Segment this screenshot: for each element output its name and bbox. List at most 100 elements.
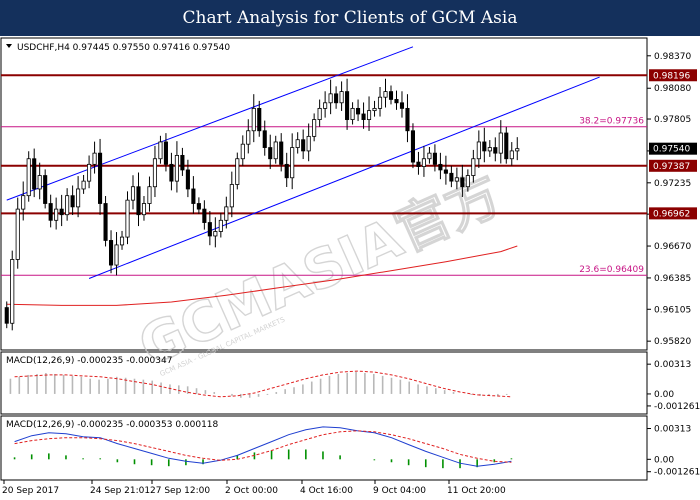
candle-up	[372, 107, 377, 112]
candle-up	[273, 141, 278, 160]
resistance-price-badge	[649, 69, 697, 82]
candle-up	[328, 93, 333, 104]
candle-down	[438, 163, 443, 171]
candle-down	[207, 222, 212, 237]
candle-down	[301, 139, 306, 152]
candle-down	[388, 91, 394, 100]
price-tick-label: 0.95820	[654, 337, 691, 347]
candle-up	[312, 119, 317, 137]
candle-up	[130, 186, 136, 201]
fibonacci-label: 23.6=0.96409	[579, 265, 644, 275]
candle-up	[218, 219, 223, 232]
candle-down	[405, 107, 410, 132]
chart-canvas: GCMASIA官方 GCM ASIA - GLOBAL CAPITAL MARK…	[0, 37, 700, 496]
time-tick-label: 24 Sep 21:01	[90, 486, 150, 496]
candle-down	[356, 107, 361, 115]
candle-down	[103, 203, 108, 241]
candle-down	[4, 307, 9, 324]
resistance-price-badge	[649, 159, 697, 172]
price-tick-label: 0.96105	[654, 305, 691, 315]
candle-down	[191, 188, 196, 204]
candle-up	[125, 199, 130, 238]
resistance-price-label: 0.98196	[653, 71, 690, 81]
price-tick-label: 0.96670	[654, 242, 691, 252]
resistance-price-label: 0.97387	[653, 162, 690, 172]
candle-up	[213, 231, 218, 237]
candle-down	[262, 130, 267, 148]
price-tick-label: 0.97235	[654, 179, 691, 189]
candle-down	[410, 130, 416, 163]
axes: 0.983700.980800.978050.975200.972350.969…	[2, 52, 700, 496]
time-tick-label: 11 Oct 20:00	[447, 486, 506, 496]
candle-down	[185, 169, 190, 190]
candle-up	[224, 206, 229, 221]
macd2-plot	[13, 426, 513, 469]
candle-up	[240, 143, 245, 160]
price-panel-frame	[0, 37, 648, 351]
candle-up	[147, 186, 152, 204]
candle-up	[87, 163, 92, 182]
candle-up	[10, 259, 15, 324]
macd1-header: MACD(12,26,9) -0.000235 -0.000347	[6, 356, 172, 366]
candle-up	[295, 139, 300, 148]
time-tick-label: 20 Sep 2017	[2, 486, 59, 496]
candle-up	[290, 147, 295, 179]
candle-up	[339, 91, 344, 104]
candle-up	[21, 195, 26, 210]
symbol-header: USDCHF,H4 0.97445 0.97550 0.97416 0.9754…	[17, 43, 230, 53]
price-tick-label: 0.98080	[654, 84, 691, 94]
candle-down	[460, 177, 465, 188]
candle-up	[174, 154, 179, 182]
channel-lower-line	[88, 76, 600, 279]
candle-up	[515, 148, 520, 152]
candle-up	[377, 96, 383, 109]
candle-up	[229, 184, 234, 208]
candle-down	[345, 91, 350, 120]
candle-up	[383, 91, 388, 98]
candle-up	[37, 175, 42, 190]
candle-up	[26, 158, 31, 197]
candle-up	[366, 110, 372, 120]
candle-down	[361, 113, 366, 120]
macd-tick-label: 0.00	[654, 390, 674, 400]
candle-up	[251, 107, 256, 132]
candle-up	[76, 188, 81, 208]
candle-up	[509, 150, 514, 160]
time-tick-label: 9 Oct 04:00	[373, 486, 426, 496]
candle-down	[108, 240, 114, 266]
price-tick-label: 0.96385	[654, 274, 691, 284]
fibonacci-label: 38.2=0.97736	[579, 117, 644, 127]
candle-down	[432, 152, 437, 165]
macd1-plot	[9, 370, 512, 398]
collapse-triangle-icon[interactable]	[6, 44, 12, 48]
candle-down	[48, 203, 53, 221]
candle-up	[119, 236, 125, 246]
current-price-label: 0.97540	[653, 145, 690, 155]
candle-up	[350, 107, 355, 120]
candle-down	[394, 99, 399, 104]
candle-down	[202, 208, 207, 223]
resistance-price-badge	[649, 207, 697, 220]
candle-down	[136, 186, 141, 216]
signal-line	[14, 430, 512, 463]
candle-down	[59, 208, 64, 216]
time-tick-label: 2 Oct 00:00	[225, 486, 278, 496]
title-bar: Chart Analysis for Clients of GCM Asia	[0, 0, 700, 36]
price-tick-label: 0.98370	[654, 52, 691, 62]
candle-up	[15, 208, 20, 260]
current-price-badge	[649, 142, 697, 155]
signal-line	[14, 370, 512, 398]
candle-down	[180, 154, 185, 171]
moving-average-line	[6, 245, 518, 306]
candle-up	[317, 107, 322, 120]
macd-line	[14, 426, 512, 467]
macd-tick-label: -0.001261	[654, 402, 700, 412]
candle-up	[471, 158, 476, 176]
price-plot: 38.2=0.97736 23.6=0.96409	[1, 46, 647, 331]
candle-up	[454, 177, 459, 182]
price-tick-label: 0.97805	[654, 115, 691, 125]
candle-up	[81, 180, 86, 190]
candle-down	[399, 102, 405, 109]
macd-tick-label: -0.001261	[654, 468, 700, 478]
candle-up	[427, 152, 432, 160]
